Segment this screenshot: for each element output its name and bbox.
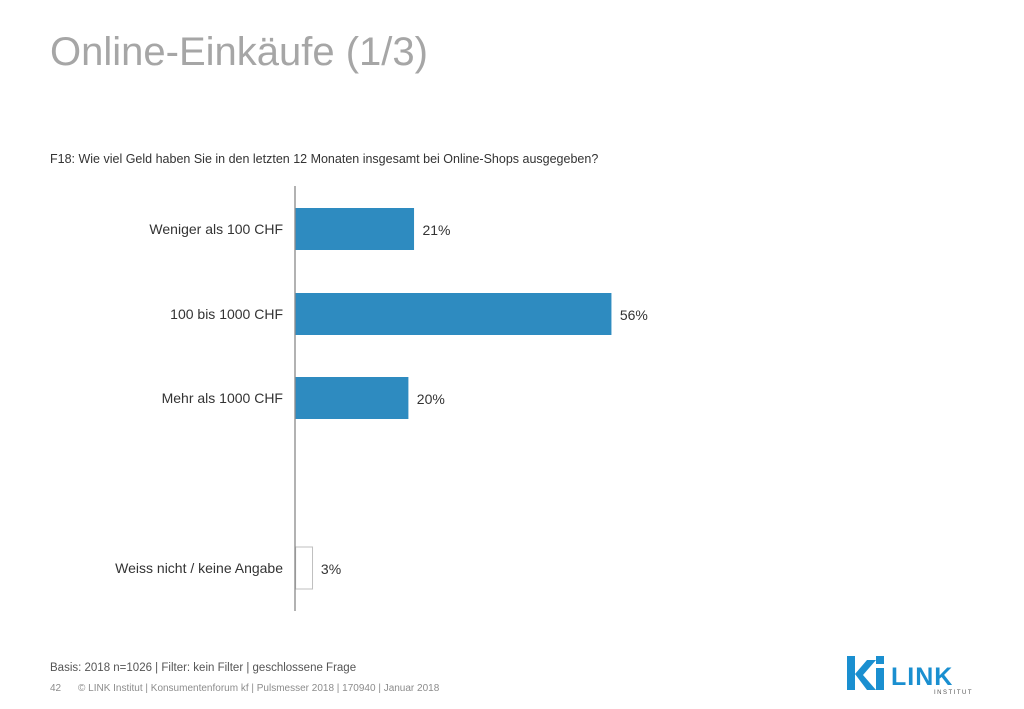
category-label-weniger-als-100-chf: Weniger als 100 CHF (149, 221, 283, 237)
ki-logo-mark (847, 656, 884, 690)
footer-copyright: © LINK Institut | Konsumentenforum kf | … (78, 683, 440, 694)
value-label-weniger-als-100-chf: 21% (422, 222, 450, 238)
bar-weniger-als-100-chf (295, 208, 415, 250)
footer-basis: Basis: 2018 n=1026 | Filter: kein Filter… (50, 662, 357, 674)
question-text: F18: Wie viel Geld haben Sie in den letz… (50, 152, 599, 166)
link-institut-logo: LINK INSTITUT (847, 656, 973, 696)
value-label-weiss-nicht-keine-angabe: 3% (321, 561, 341, 577)
value-label-100-bis-1000-chf: 56% (620, 307, 648, 323)
value-label-mehr-als-1000-chf: 20% (417, 391, 445, 407)
page-title: Online-Einkäufe (1/3) (50, 30, 428, 74)
page-number: 42 (50, 683, 62, 694)
category-label-100-bis-1000-chf: 100 bis 1000 CHF (170, 306, 283, 322)
bar-100-bis-1000-chf (295, 293, 612, 335)
category-label-weiss-nicht-keine-angabe: Weiss nicht / keine Angabe (115, 560, 283, 576)
footer-line: 42 © LINK Institut | Konsumentenforum kf … (50, 683, 439, 694)
bar-mehr-als-1000-chf (295, 377, 409, 419)
bar-weiss-nicht-keine-angabe (295, 546, 314, 590)
category-label-mehr-als-1000-chf: Mehr als 1000 CHF (162, 390, 283, 406)
logo-name-text: LINK (891, 663, 953, 691)
logo-sub-text: INSTITUT (934, 690, 973, 696)
